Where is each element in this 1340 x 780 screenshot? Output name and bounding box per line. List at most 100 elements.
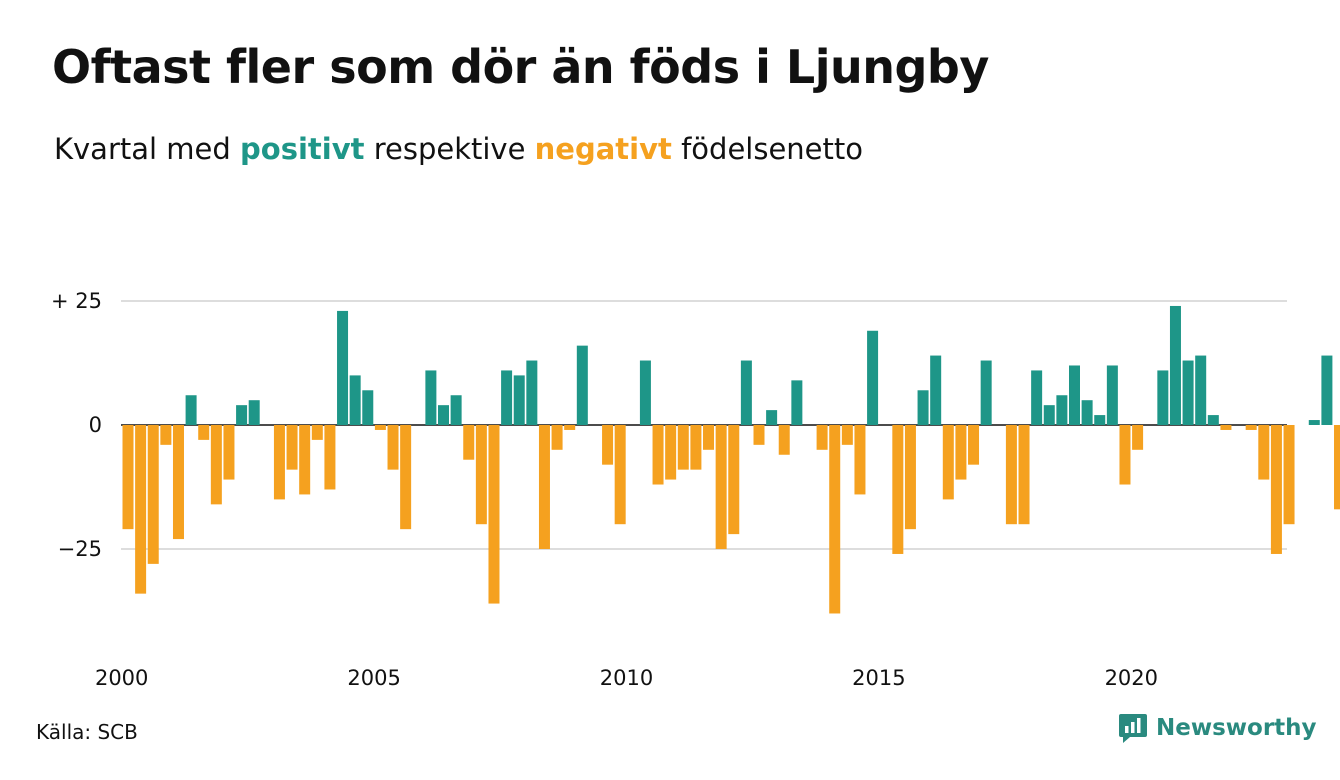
bar-negative: [210, 425, 222, 505]
bar-positive: [513, 375, 525, 425]
bar-negative: [1258, 425, 1270, 480]
bar-positive: [1056, 395, 1068, 425]
bar-positive: [248, 400, 260, 425]
subtitle-middle: respektive: [373, 132, 526, 166]
bar-negative: [1220, 425, 1232, 430]
bar-negative: [892, 425, 904, 554]
subtitle-suffix: födelsenetto: [681, 132, 863, 166]
bar-negative: [564, 425, 576, 430]
x-tick-label: 2000: [95, 666, 148, 690]
bar-positive: [236, 405, 248, 425]
bar-positive: [1321, 355, 1333, 425]
bar-negative: [1334, 425, 1340, 510]
bar-negative: [324, 425, 336, 490]
bar-positive: [1207, 415, 1219, 425]
source-label: Källa: SCB: [36, 720, 138, 744]
bar-negative: [690, 425, 702, 470]
bar-negative: [602, 425, 614, 465]
bar-negative: [387, 425, 399, 470]
bar-chart-logo-icon: [1119, 714, 1147, 743]
bar-negative: [1270, 425, 1282, 554]
bar-negative: [172, 425, 184, 540]
bar-positive: [501, 370, 513, 425]
bar-negative: [778, 425, 790, 455]
bar-negative: [1245, 425, 1257, 430]
y-tick-label: −25: [58, 537, 102, 561]
bar-negative: [841, 425, 853, 445]
bar-negative: [665, 425, 677, 480]
bar-positive: [337, 310, 349, 425]
bar-positive: [1094, 415, 1106, 425]
subtitle-prefix: Kvartal med: [54, 132, 231, 166]
bar-positive: [1081, 400, 1093, 425]
bar-negative: [715, 425, 727, 549]
bar-negative: [311, 425, 323, 440]
bar-positive: [639, 360, 651, 425]
bar-negative: [829, 425, 841, 614]
bar-negative: [160, 425, 172, 445]
logo-text: Newsworthy: [1156, 715, 1317, 741]
bar-positive: [438, 405, 449, 425]
bar-negative: [463, 425, 475, 460]
chart-title: Oftast fler som dör än föds i Ljungby: [52, 40, 989, 94]
bar-negative: [753, 425, 765, 445]
bar-negative: [135, 425, 147, 594]
bar-negative: [968, 425, 980, 465]
bar-negative: [652, 425, 664, 485]
bar-positive: [1182, 360, 1194, 425]
bar-negative: [816, 425, 828, 450]
bar-negative: [286, 425, 298, 470]
bar-positive: [980, 360, 992, 425]
bar-negative: [1119, 425, 1131, 485]
bar-negative: [299, 425, 311, 495]
bar-positive: [362, 390, 374, 425]
bar-positive: [1195, 355, 1207, 425]
bar-negative: [147, 425, 159, 564]
bar-negative: [1005, 425, 1017, 525]
x-tick-label: 2010: [600, 666, 653, 690]
bar-positive: [791, 380, 803, 425]
bar-negative: [614, 425, 626, 525]
bar-chart: + 25 0 −25 2000 2005 2010 2015 2020: [51, 289, 1340, 690]
bar-negative: [677, 425, 689, 470]
bar-positive: [576, 345, 588, 425]
bar-negative: [400, 425, 412, 530]
bar-positive: [766, 410, 778, 425]
bar-negative: [122, 425, 134, 530]
bar-positive: [1157, 370, 1169, 425]
x-tick-label: 2015: [852, 666, 905, 690]
x-tick-label: 2005: [347, 666, 400, 690]
x-tick-label: 2020: [1105, 666, 1158, 690]
bar-positive: [526, 360, 538, 425]
bar-positive: [1308, 420, 1320, 425]
bar-positive: [1031, 370, 1043, 425]
bar-negative: [904, 425, 916, 530]
bar-negative: [1018, 425, 1030, 525]
subtitle-negative-word: negativt: [534, 132, 672, 166]
bar-negative: [854, 425, 866, 495]
bar-positive: [425, 370, 437, 425]
bar-negative: [551, 425, 563, 450]
chart-subtitle: Kvartal med positivt respektive negativt…: [54, 132, 863, 166]
subtitle-positive-word: positivt: [240, 132, 365, 166]
bar-negative: [703, 425, 715, 450]
bar-positive: [1169, 305, 1181, 425]
bar-negative: [273, 425, 285, 500]
bar-negative: [475, 425, 487, 525]
bar-negative: [955, 425, 967, 480]
y-tick-label: + 25: [51, 289, 102, 313]
bar-negative: [198, 425, 210, 440]
bar-positive: [1106, 365, 1118, 425]
bar-positive: [930, 355, 942, 425]
bar-negative: [538, 425, 550, 549]
bar-negative: [1132, 425, 1144, 450]
bar-positive: [450, 395, 462, 425]
bar-positive: [1043, 405, 1055, 425]
bar-positive: [349, 375, 361, 425]
bar-negative: [374, 425, 386, 430]
bar-positive: [1069, 365, 1080, 425]
bar-negative: [728, 425, 740, 535]
y-tick-label: 0: [89, 413, 102, 437]
bar-positive: [740, 360, 752, 425]
newsworthy-logo: Newsworthy: [1118, 712, 1317, 744]
